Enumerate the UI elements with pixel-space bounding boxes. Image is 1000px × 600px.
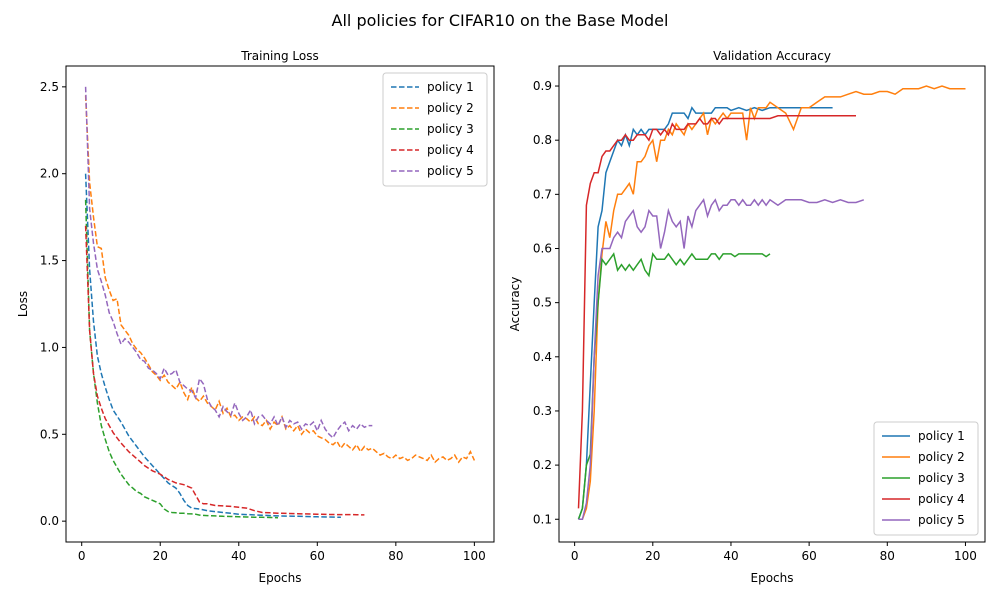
validation-accuracy-series-5-line [578,198,865,521]
training-loss-legend-label: policy 5 [427,164,474,178]
validation-accuracy-ytick-label: 0.1 [533,512,552,526]
validation-accuracy-ytick-label: 0.7 [533,187,552,201]
training-loss-xtick-label: 0 [78,549,86,563]
training-loss-lines [84,86,476,519]
training-loss-xtick-label: 100 [463,549,486,563]
training-loss-ticks: 0 20 40 60 80 100 0.0 0.5 1.0 1.5 2.0 2.5 [40,80,486,563]
validation-accuracy-xtick-label: 100 [954,549,977,563]
training-loss-series-5-line [84,86,373,439]
training-loss-legend: policy 1 policy 2 policy 3 policy 4 policy 5 [382,72,488,187]
training-loss-series-3-line [84,199,279,519]
training-loss-xlabel: Epochs [259,571,302,585]
validation-accuracy-ytick-label: 0.5 [533,296,552,310]
validation-accuracy-ytick-label: 0.2 [533,458,552,472]
training-loss-xtick-label: 80 [388,549,403,563]
validation-accuracy-xlabel: Epochs [751,571,794,585]
validation-accuracy-ytick-label: 0.9 [533,79,552,93]
validation-accuracy-ylabel: Accuracy [508,277,522,332]
training-loss-ytick-label: 2.5 [40,80,59,94]
validation-accuracy-title: Validation Accuracy [713,49,831,63]
training-loss-ytick-label: 0.0 [40,514,59,528]
validation-accuracy-xtick-label: 40 [723,549,738,563]
training-loss-legend-label: policy 2 [427,101,474,115]
validation-accuracy-lines [577,85,966,521]
training-loss-ylabel: Loss [16,291,30,317]
validation-accuracy-series-4-line [577,115,856,509]
validation-accuracy-xtick-label: 0 [571,549,579,563]
validation-accuracy-ytick-label: 0.8 [533,133,552,147]
training-loss-xtick-label: 20 [153,549,168,563]
validation-accuracy-axes-frame [558,65,986,543]
validation-accuracy-ytick-label: 0.3 [533,404,552,418]
validation-accuracy-panel: Validation Accuracy 0 20 40 60 80 100 0.1 0.2 0.… [508,49,986,585]
figure-title: All policies for CIFAR10 on the Base Mod… [332,11,669,30]
training-loss-ytick-label: 0.5 [40,427,59,441]
training-loss-ytick-label: 2.0 [40,167,59,181]
validation-accuracy-legend-label: policy 4 [918,492,965,506]
validation-accuracy-legend: policy 1 policy 2 policy 3 policy 4 policy 5 [873,421,979,536]
validation-accuracy-legend-label: policy 3 [918,471,965,485]
training-loss-title: Training Loss [240,49,318,63]
validation-accuracy-ytick-label: 0.6 [533,241,552,255]
validation-accuracy-ticks: 0 20 40 60 80 100 0.1 0.2 0.3 0.4 0.5 0.6 0.7 0.8 0.9 [533,79,977,563]
validation-accuracy-legend-label: policy 5 [918,513,965,527]
training-loss-ytick-label: 1.5 [40,254,59,268]
validation-accuracy-legend-label: policy 1 [918,429,965,443]
validation-accuracy-series-3-line [577,252,771,520]
validation-accuracy-ytick-label: 0.4 [533,350,552,364]
training-loss-series-1-line [84,173,341,519]
training-loss-legend-box [382,72,488,187]
training-loss-series-4-line [84,225,365,516]
validation-accuracy-xtick-label: 20 [645,549,660,563]
training-loss-legend-label: policy 3 [427,122,474,136]
training-loss-xtick-label: 40 [231,549,246,563]
validation-accuracy-series-1-line [577,106,833,520]
training-loss-xtick-label: 60 [310,549,325,563]
training-loss-panel: Training Loss 0 20 40 60 80 100 0.0 0.5 1.0 1.5 2.… [16,49,495,585]
training-loss-axes-frame [65,65,495,543]
validation-accuracy-xtick-label: 80 [880,549,895,563]
training-loss-ytick-label: 1.0 [40,340,59,354]
validation-accuracy-legend-box [873,421,979,536]
validation-accuracy-series-2-line [578,85,966,521]
training-loss-legend-label: policy 1 [427,80,474,94]
validation-accuracy-legend-label: policy 2 [918,450,965,464]
validation-accuracy-xtick-label: 60 [801,549,816,563]
training-loss-legend-label: policy 4 [427,143,474,157]
